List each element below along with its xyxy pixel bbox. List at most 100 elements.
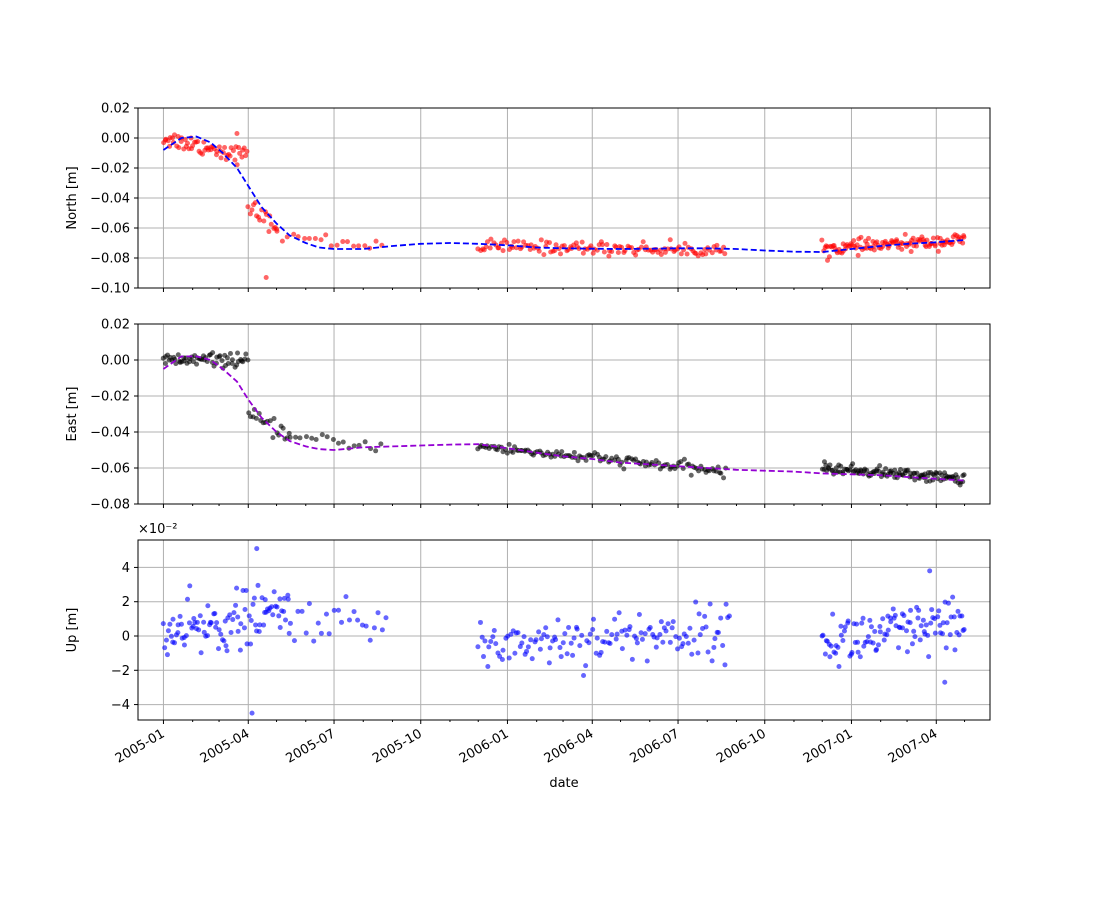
data-point [339, 619, 345, 625]
data-point [826, 254, 832, 260]
data-point [712, 636, 718, 642]
data-point [223, 643, 229, 649]
data-point [892, 612, 898, 618]
data-point [293, 434, 299, 440]
data-point [561, 243, 567, 249]
data-point [726, 613, 732, 619]
data-point [315, 620, 321, 626]
x-tick-label: 2007-01 [801, 726, 856, 766]
data-point [639, 636, 645, 642]
data-point [210, 350, 216, 356]
data-point [217, 353, 223, 359]
y-tick-label: 0.02 [101, 102, 130, 117]
x-axis-label: date [549, 776, 578, 791]
data-point [849, 649, 855, 655]
data-point [237, 150, 243, 156]
data-point [484, 239, 490, 245]
data-point [952, 647, 958, 653]
data-point [249, 207, 255, 213]
data-point [932, 630, 938, 636]
data-point [553, 242, 559, 248]
data-point [633, 252, 639, 258]
data-point [566, 625, 572, 631]
data-point [696, 611, 702, 617]
data-point [164, 652, 170, 658]
data-point [644, 658, 650, 664]
data-point [715, 630, 721, 636]
data-point [722, 662, 728, 668]
data-point [685, 640, 691, 646]
data-point [587, 631, 593, 637]
data-point [667, 237, 673, 243]
data-point [676, 635, 682, 641]
data-point [491, 627, 497, 633]
data-point [935, 614, 941, 620]
data-point [564, 651, 570, 657]
data-point [243, 153, 249, 159]
data-point [230, 617, 236, 623]
data-point [291, 638, 297, 644]
data-point [961, 472, 967, 478]
data-point [590, 627, 596, 633]
data-point [255, 582, 261, 588]
data-point [187, 583, 193, 589]
data-point [916, 607, 922, 613]
outlier-point [249, 710, 255, 716]
data-point [527, 246, 533, 252]
data-point [363, 623, 369, 629]
data-point [937, 622, 943, 628]
data-point [245, 204, 251, 210]
data-point [367, 637, 373, 643]
data-point [479, 634, 485, 640]
data-point [335, 440, 341, 446]
data-point [229, 360, 235, 366]
y-axis-label: East [m] [65, 387, 80, 442]
data-point [827, 462, 833, 468]
data-point [667, 639, 673, 645]
data-point [634, 640, 640, 646]
data-point [928, 620, 934, 626]
data-point [165, 628, 171, 634]
outlier-point [927, 568, 933, 574]
data-point [865, 634, 871, 640]
data-point [356, 442, 362, 448]
data-point [901, 613, 907, 619]
data-point [244, 641, 250, 647]
data-point [521, 634, 527, 640]
data-point [912, 634, 918, 640]
data-point [218, 155, 224, 161]
data-point [877, 629, 883, 635]
data-point [481, 654, 487, 660]
data-point [858, 234, 864, 240]
y-tick-label: −0.06 [90, 222, 130, 237]
data-point [172, 356, 178, 362]
data-point [909, 641, 915, 647]
data-point [303, 434, 309, 440]
data-point [647, 625, 653, 631]
data-point [571, 635, 577, 641]
data-point [279, 238, 285, 244]
y-tick-label: −0.02 [90, 390, 130, 405]
data-point [612, 616, 618, 622]
data-point [287, 620, 293, 626]
data-point [871, 247, 877, 253]
data-point [267, 418, 273, 424]
data-point [653, 644, 659, 650]
data-point [687, 625, 693, 631]
data-point [291, 231, 297, 237]
data-point [340, 239, 346, 245]
data-point [833, 650, 839, 656]
data-point [281, 595, 287, 601]
data-point [896, 645, 902, 651]
data-point [330, 437, 336, 443]
panel-north: 0.02 0.00 −0.02 −0.04 −0.06 −0.08 −0.10 North [… [65, 102, 991, 297]
y-tick-label: −0.04 [90, 192, 130, 207]
data-point [213, 624, 219, 630]
data-point [943, 645, 949, 651]
data-point [221, 638, 227, 644]
data-point [697, 632, 703, 638]
data-point [183, 633, 189, 639]
data-point [682, 240, 688, 246]
data-point [355, 617, 361, 623]
